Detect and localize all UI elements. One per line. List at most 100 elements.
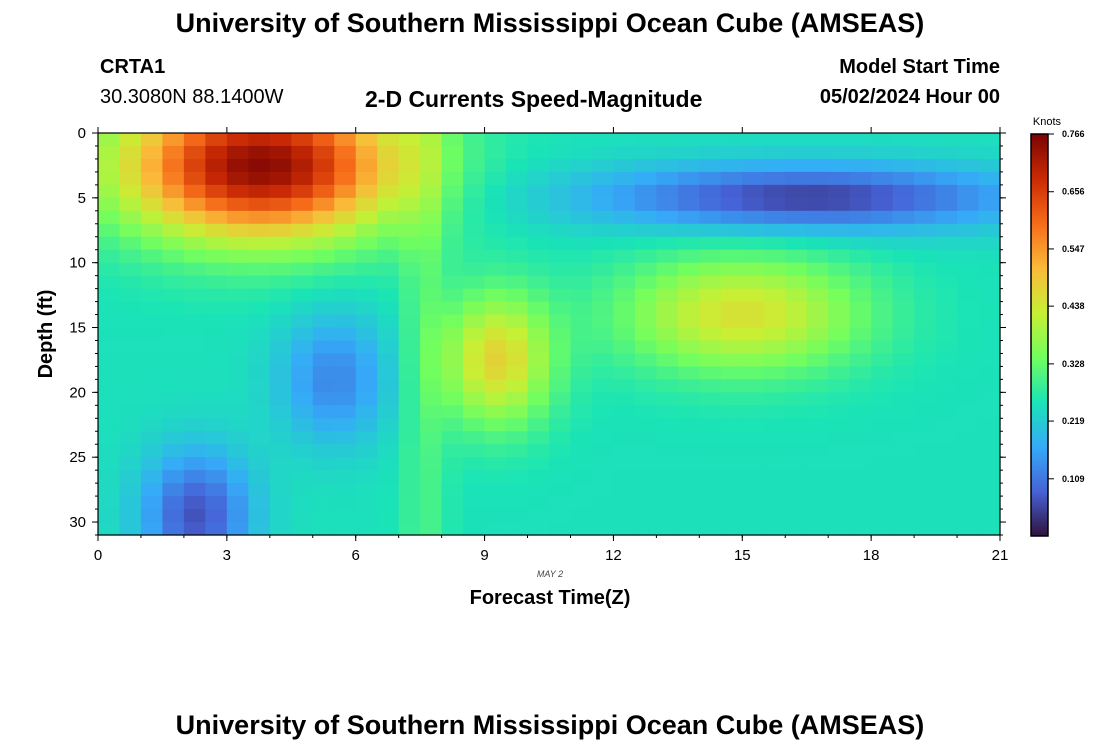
heatmap-cell — [377, 223, 400, 238]
heatmap-cell — [613, 392, 636, 406]
heatmap-cell — [226, 470, 249, 484]
heatmap-cell — [699, 509, 722, 523]
heatmap-cell — [914, 133, 937, 147]
heatmap-cell — [291, 496, 314, 510]
heatmap-cell — [677, 522, 700, 536]
heatmap-cell — [549, 314, 572, 329]
x-axis-label: Forecast Time(Z) — [470, 587, 631, 609]
heatmap-cell — [871, 236, 894, 251]
heatmap-cell — [269, 236, 292, 251]
heatmap-cell — [291, 262, 314, 277]
heatmap-cell — [849, 366, 872, 380]
heatmap-cell — [226, 288, 249, 303]
heatmap-cell — [549, 496, 572, 510]
heatmap-cell — [506, 470, 529, 484]
heatmap-cell — [871, 457, 894, 471]
y-tick-label: 15 — [69, 320, 86, 337]
heatmap-cell — [506, 133, 529, 147]
heatmap-cell — [420, 431, 443, 445]
heatmap-cell — [248, 236, 271, 251]
heatmap-cell — [634, 366, 657, 380]
heatmap-cell — [549, 405, 572, 419]
heatmap-cell — [914, 288, 937, 303]
heatmap-cell — [720, 288, 743, 303]
heatmap-cell — [591, 340, 615, 355]
heatmap-cell — [226, 366, 249, 380]
heatmap-cell — [269, 249, 292, 264]
heatmap-cell — [828, 210, 851, 225]
heatmap-cell — [183, 314, 206, 329]
heatmap-cell — [506, 210, 529, 225]
heatmap-cell — [892, 275, 915, 290]
heatmap-cell — [420, 249, 443, 264]
heatmap-cell — [849, 431, 872, 445]
heatmap-cell — [98, 483, 121, 497]
heatmap-cell — [871, 301, 894, 316]
heatmap-cell — [183, 418, 206, 432]
heatmap-cell — [355, 262, 378, 277]
heatmap-cell — [570, 327, 593, 342]
heatmap-cell — [871, 145, 894, 160]
heatmap-cell — [398, 470, 421, 484]
heatmap-cell — [420, 483, 443, 497]
heatmap-cell — [591, 470, 615, 484]
heatmap-cell — [785, 340, 808, 355]
heatmap-cell — [871, 444, 894, 458]
heatmap-cell — [441, 262, 464, 277]
heatmap-cell — [355, 184, 378, 199]
heatmap-cell — [269, 444, 292, 458]
heatmap-cell — [677, 249, 700, 264]
heatmap-cell — [871, 379, 894, 393]
heatmap-cell — [806, 210, 829, 225]
heatmap-cell — [828, 405, 851, 419]
heatmap-cell — [312, 145, 335, 160]
heatmap-cell — [269, 379, 292, 393]
heatmap-cell — [119, 353, 142, 368]
heatmap-cell — [441, 236, 464, 251]
heatmap-cell — [935, 210, 958, 225]
heatmap-cell — [849, 496, 872, 510]
heatmap-cell — [162, 236, 185, 251]
heatmap-cell — [634, 353, 657, 368]
heatmap-cell — [334, 418, 357, 432]
heatmap-cell — [871, 431, 894, 445]
heatmap-cell — [98, 366, 121, 380]
heatmap-cell — [377, 457, 400, 471]
heatmap-cell — [420, 405, 443, 419]
heatmap-cell — [420, 236, 443, 251]
heatmap-cell — [162, 262, 185, 277]
heatmap-cell — [806, 327, 829, 342]
heatmap-cell — [849, 158, 872, 173]
heatmap-cell — [140, 392, 164, 406]
heatmap-cell — [205, 405, 228, 419]
heatmap-cell — [828, 522, 851, 536]
heatmap-cell — [506, 262, 529, 277]
heatmap-cell — [420, 327, 443, 342]
heatmap-cell — [226, 431, 249, 445]
heatmap-cell — [312, 496, 335, 510]
heatmap-cell — [828, 249, 851, 264]
heatmap-cell — [527, 184, 550, 199]
heatmap-cell — [140, 288, 164, 303]
heatmap-cell — [763, 353, 786, 368]
heatmap-cell — [763, 496, 786, 510]
heatmap-cell — [742, 197, 765, 212]
heatmap-cell — [849, 249, 872, 264]
heatmap-cell — [978, 301, 1001, 316]
heatmap-cell — [634, 392, 657, 406]
heatmap-cell — [162, 457, 185, 471]
heatmap-cell — [398, 275, 421, 290]
heatmap-cell — [656, 249, 679, 264]
heatmap-cell — [978, 249, 1001, 264]
heatmap-cell — [806, 236, 829, 251]
heatmap-cell — [98, 405, 121, 419]
heatmap-cell — [484, 262, 507, 277]
heatmap-cell — [957, 223, 980, 238]
heatmap-cell — [205, 158, 228, 173]
heatmap-cell — [720, 184, 743, 199]
heatmap-cell — [935, 522, 958, 536]
heatmap-cell — [312, 509, 335, 523]
heatmap-cell — [742, 379, 765, 393]
heatmap-cell — [291, 301, 314, 316]
heatmap-cell — [377, 379, 400, 393]
